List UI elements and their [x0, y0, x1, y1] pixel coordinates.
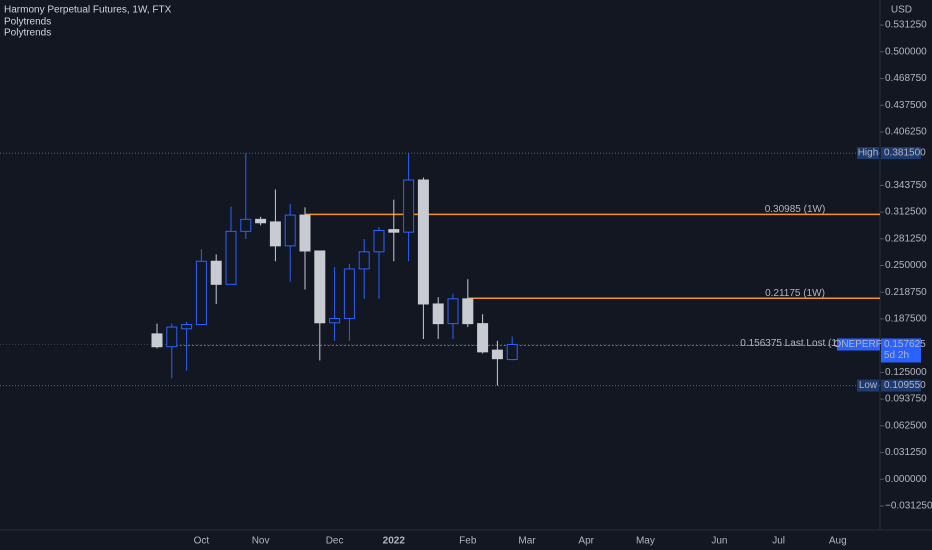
y-tick-label: 0.437500 — [885, 100, 927, 111]
candle-body — [284, 214, 296, 247]
candle-body — [210, 260, 222, 285]
candle-body — [299, 214, 311, 252]
x-tick-label: Jul — [772, 536, 785, 547]
extreme-value-badge — [881, 147, 921, 160]
candle-body — [506, 343, 518, 361]
x-tick-label: Nov — [252, 536, 270, 547]
symbol-badge — [837, 338, 880, 351]
extreme-name: Low — [859, 380, 878, 391]
candle-body — [181, 323, 193, 330]
chart-title: Harmony Perpetual Futures, 1W, FTX — [4, 5, 172, 16]
y-tick-label: 0.531250 — [885, 20, 927, 31]
level-label: 0.30985 (1W) — [765, 204, 826, 215]
candle-body — [373, 229, 385, 253]
candle-body — [358, 251, 370, 270]
candle-body — [225, 230, 237, 285]
last-lost-label: 0.156375 Last Lost (1W) — [740, 338, 850, 349]
candle-body — [314, 250, 326, 324]
y-tick-label: 0.343750 — [885, 180, 927, 191]
candle-body — [343, 268, 355, 320]
candle-body — [462, 298, 474, 325]
extreme-name: High — [858, 148, 879, 159]
candle-body — [432, 303, 444, 325]
y-tick-label: 0.125000 — [885, 367, 927, 378]
candle-body — [195, 260, 207, 325]
y-tick-label: 0.000000 — [885, 474, 927, 485]
x-tick-label: Apr — [578, 536, 594, 547]
extreme-value: 0.381500 — [884, 148, 926, 159]
candle-body — [447, 298, 459, 325]
candle-body — [417, 179, 429, 305]
y-tick-label: −0.031250 — [885, 501, 932, 512]
price-value: 0.157625 — [884, 339, 926, 350]
x-tick-label: Oct — [194, 536, 210, 547]
y-tick-label: 0.031250 — [885, 447, 927, 458]
candle-body — [477, 323, 489, 353]
x-tick-label: Mar — [518, 536, 536, 547]
extreme-badge — [857, 147, 879, 160]
level-label: 0.21175 (1W) — [765, 288, 825, 299]
x-tick-label: 2022 — [383, 536, 406, 547]
y-tick-label: 0.406250 — [885, 127, 927, 138]
x-tick-label: May — [636, 536, 655, 547]
x-tick-label: Dec — [326, 536, 344, 547]
currency: USD — [891, 5, 912, 16]
y-tick-label: 0.062500 — [885, 420, 927, 431]
y-tick-label: 0.500000 — [885, 46, 927, 57]
extreme-value: 0.109550 — [884, 380, 926, 391]
y-tick-label: 0.187500 — [885, 314, 927, 325]
extreme-badge — [857, 379, 879, 392]
candle-body — [329, 318, 341, 324]
x-tick-label: Aug — [829, 536, 847, 547]
indicator: Polytrends — [4, 28, 51, 39]
y-tick-label: 0.468750 — [885, 73, 927, 84]
candle-body — [403, 179, 415, 233]
countdown: 5d 2h — [884, 350, 909, 361]
candle-body — [255, 218, 267, 224]
candle-body — [240, 218, 252, 232]
x-tick-label: Feb — [459, 536, 477, 547]
y-tick-label: 0.281250 — [885, 233, 927, 244]
y-tick-label: 0.093750 — [885, 394, 927, 405]
y-tick-label: 0.250000 — [885, 260, 927, 271]
price-badge — [881, 338, 921, 363]
candle-body — [166, 326, 178, 348]
x-tick-label: Jun — [711, 536, 727, 547]
extreme-value-badge — [881, 379, 921, 392]
candle-body — [388, 229, 400, 233]
candle-body — [491, 349, 503, 360]
indicator: Polytrends — [4, 17, 51, 28]
y-tick-label: 0.218750 — [885, 287, 927, 298]
y-tick-label: 0.312500 — [885, 207, 927, 218]
candle-body — [151, 333, 163, 348]
candle-body — [269, 221, 281, 247]
symbol: ONEPERP — [834, 339, 883, 350]
